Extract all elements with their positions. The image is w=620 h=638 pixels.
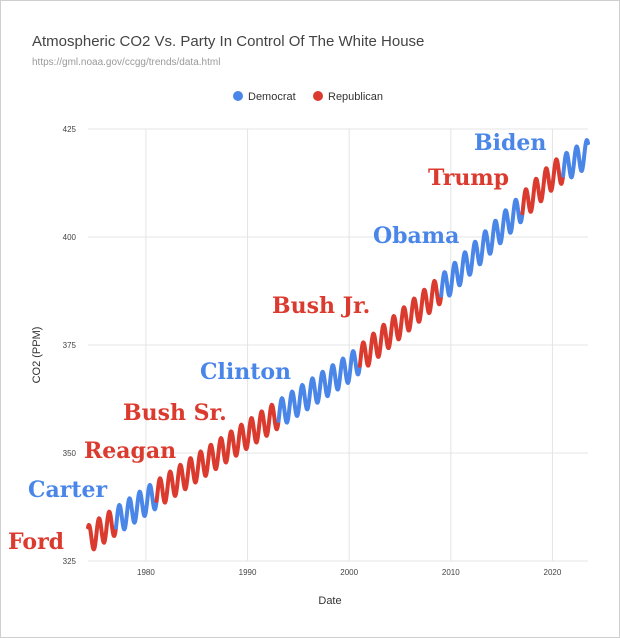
plot-area <box>86 138 590 552</box>
legend-democrat-marker <box>233 91 243 101</box>
president-label-carter: Carter <box>28 477 108 503</box>
president-label-bush-jr: Bush Jr. <box>272 293 370 319</box>
chart-source-url: https://gml.noaa.gov/ccgg/trends/data.ht… <box>32 57 221 68</box>
y-axis-ticks: 325 350 375 400 425 <box>63 125 77 566</box>
x-tick-label: 2000 <box>340 568 358 577</box>
legend-republican-marker <box>313 91 323 101</box>
president-label-clinton: Clinton <box>200 359 291 385</box>
gridlines <box>88 128 588 562</box>
y-tick-label: 375 <box>63 341 77 350</box>
series-line-clinton <box>276 349 362 425</box>
series-line-ford <box>86 509 118 552</box>
x-tick-label: 2010 <box>442 568 460 577</box>
y-axis-title: CO2 (PPM) <box>31 327 43 384</box>
y-tick-label: 400 <box>63 233 77 242</box>
legend-republican-label: Republican <box>328 91 383 103</box>
president-label-biden: Biden <box>474 130 546 156</box>
series-line-carter <box>113 483 159 532</box>
president-label-obama: Obama <box>373 223 459 249</box>
series-line-bush-sr <box>235 402 281 452</box>
legend-democrat-label: Democrat <box>248 91 296 103</box>
y-tick-label: 350 <box>63 449 77 458</box>
series-line-bush-jr <box>357 278 444 368</box>
chart-title: Atmospheric CO2 Vs. Party In Control Of … <box>32 33 425 50</box>
x-axis-title: Date <box>318 595 341 607</box>
x-tick-label: 1990 <box>239 568 257 577</box>
x-tick-label: 1980 <box>137 568 155 577</box>
series-line-trump <box>520 157 566 216</box>
x-axis-ticks: 1980 1990 2000 2010 2020 <box>137 568 562 577</box>
president-label-ford: Ford <box>8 529 64 555</box>
series-line-obama <box>439 197 525 298</box>
y-tick-label: 425 <box>63 125 77 134</box>
y-tick-label: 325 <box>63 557 77 566</box>
x-tick-label: 2020 <box>544 568 562 577</box>
series-line-biden <box>561 138 590 180</box>
series-line-reagan <box>154 429 240 505</box>
president-label-trump: Trump <box>428 165 509 191</box>
legend: Democrat Republican <box>233 91 383 103</box>
president-label-reagan: Reagan <box>84 438 176 464</box>
president-label-bush-sr: Bush Sr. <box>123 400 227 426</box>
president-labels: Ford Carter Reagan Bush Sr. Clinton Bush Jr. O… <box>8 130 546 555</box>
